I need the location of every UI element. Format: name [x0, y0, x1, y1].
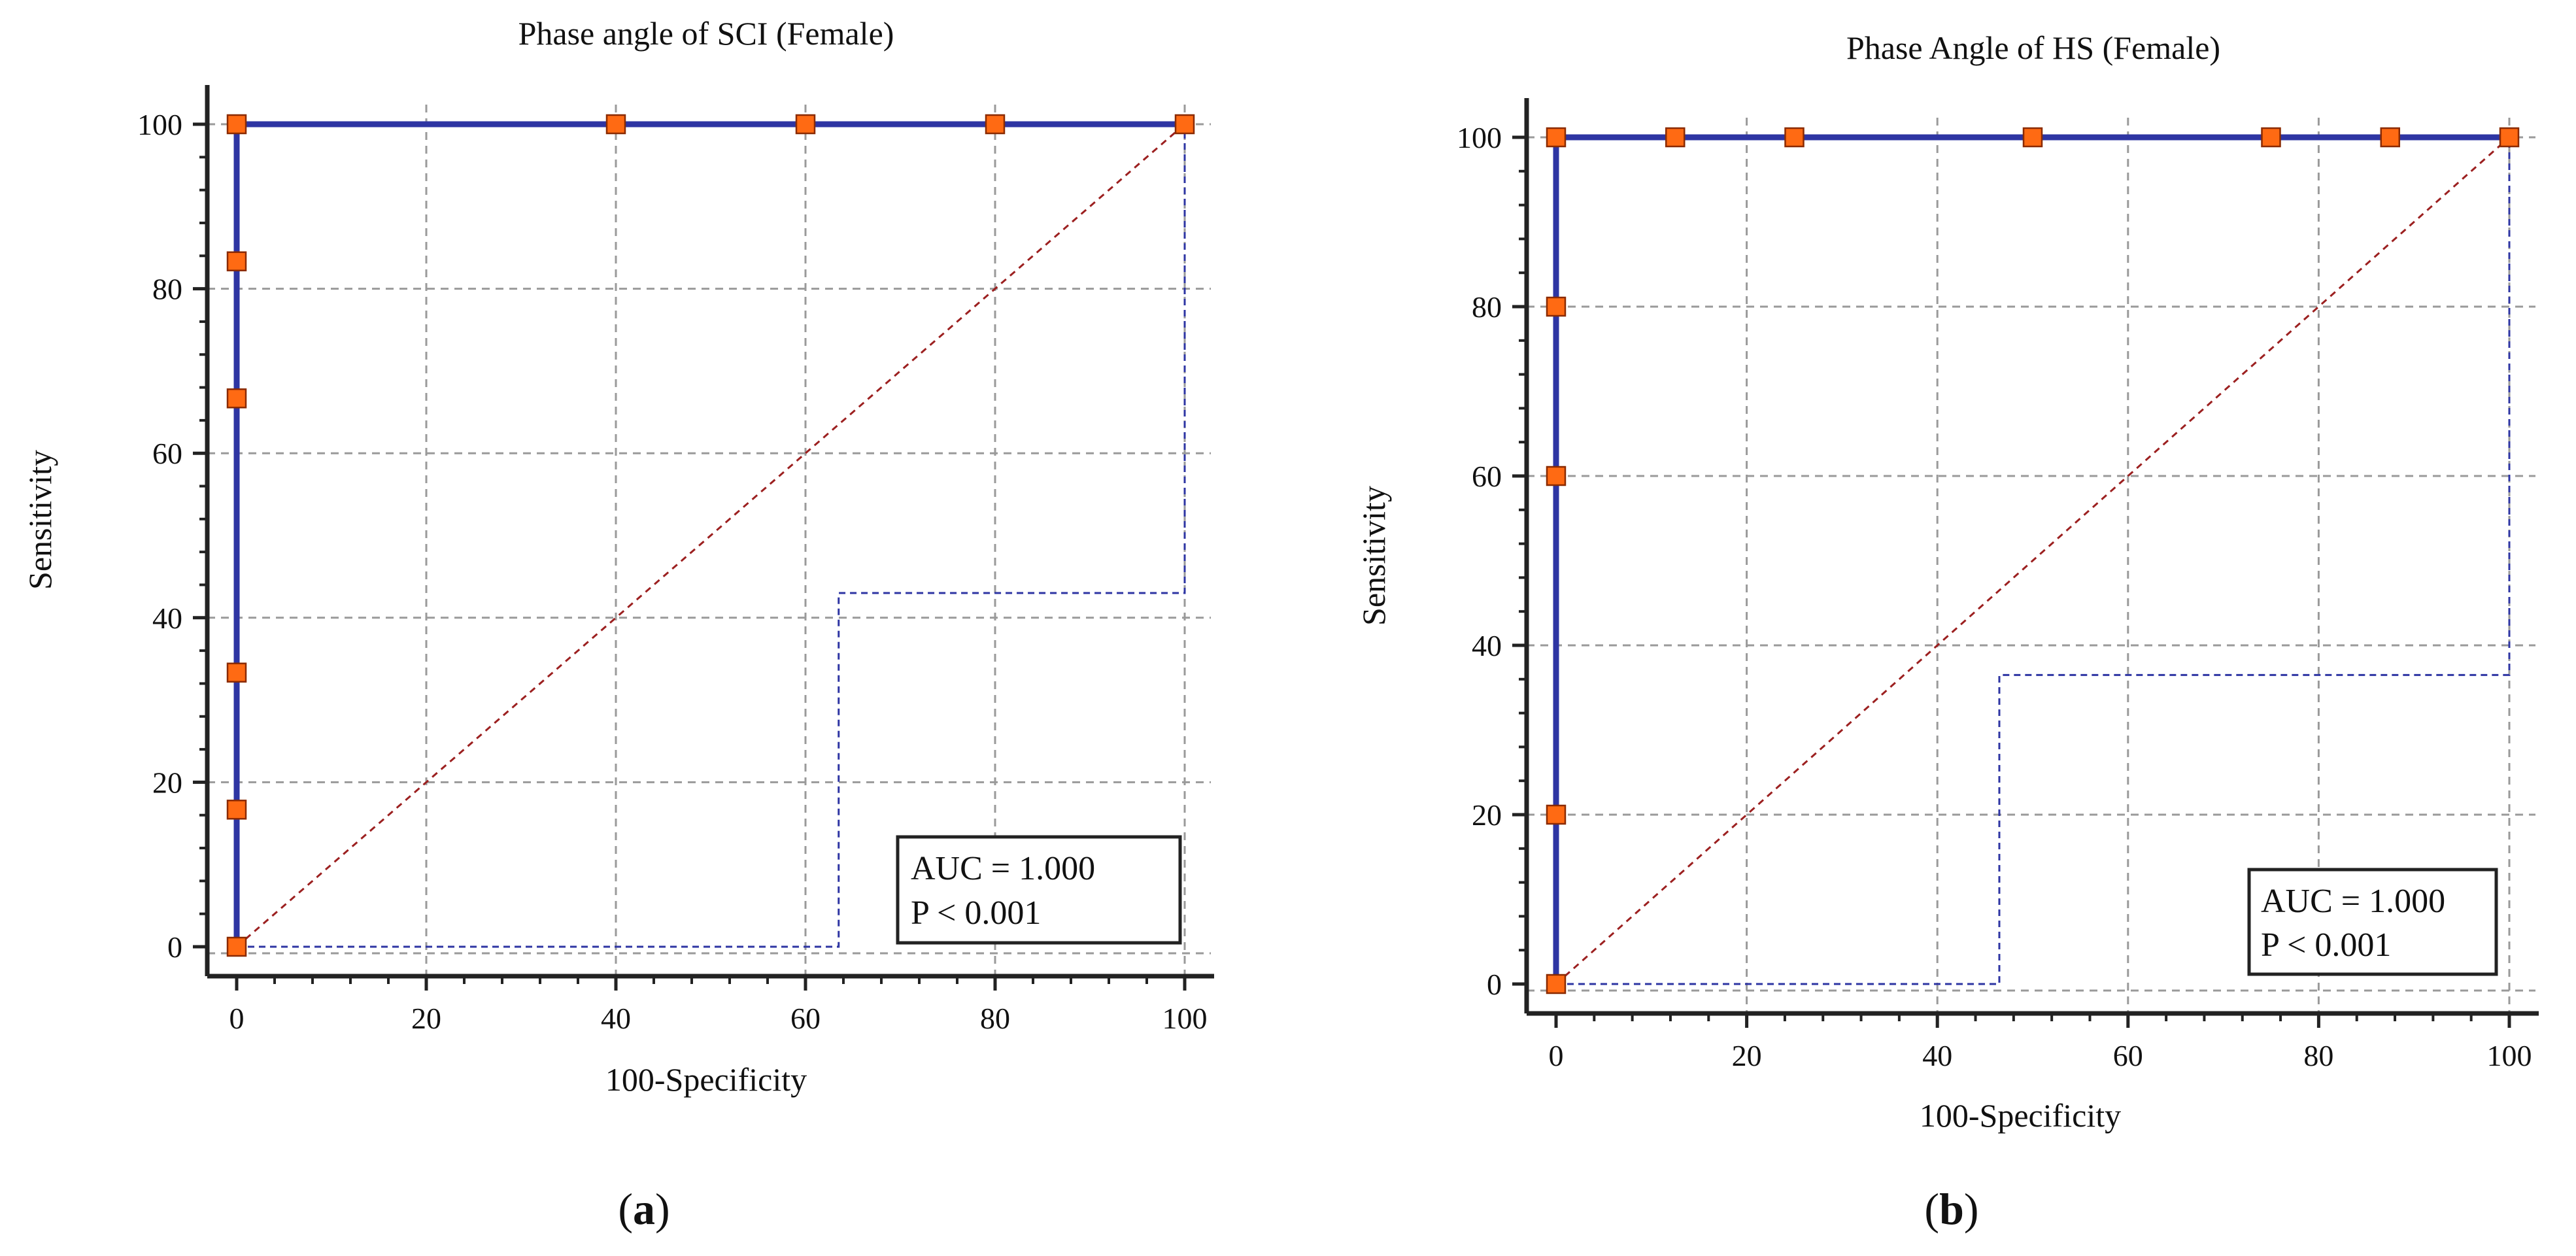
y-tick-label: 40 [152, 602, 182, 635]
roc-curve [233, 121, 1185, 947]
roc-point-marker [226, 251, 247, 271]
roc-point-marker [1546, 296, 1567, 317]
roc-point-marker [1784, 127, 1805, 148]
panel-caption-b: (b) [1924, 1184, 1978, 1234]
y-tick-label: 20 [152, 766, 182, 799]
roc-point-marker [226, 114, 247, 135]
roc-point-marker [1174, 114, 1195, 135]
y-tick-label: 20 [1472, 798, 1502, 832]
plot-area: 0 20 40 60 80 100 0 20 40 60 80 100 [137, 85, 1214, 1035]
roc-point-marker [1546, 127, 1567, 148]
roc-point-marker [2261, 127, 2281, 148]
x-tick-label: 60 [790, 1002, 821, 1035]
x-tick-label: 80 [2303, 1039, 2333, 1072]
y-tick-label: 100 [1457, 121, 1502, 154]
y-axis-label: Sensitivity [22, 450, 58, 590]
x-tick-label: 100 [1162, 1002, 1208, 1035]
chart-title: Phase Angle of HS (Female) [1846, 29, 2220, 66]
x-tick-label: 20 [1732, 1039, 1762, 1072]
y-axis-label: Sensitivity [1355, 486, 1392, 626]
y-tick-label: 0 [167, 930, 182, 964]
confidence-bound-line [237, 124, 1186, 948]
roc-point-marker [985, 114, 1006, 135]
x-tick-label: 100 [2487, 1039, 2532, 1072]
chart-title: Phase angle of SCI (Female) [518, 15, 894, 52]
roc-point-marker [1546, 466, 1567, 486]
roc-point-marker [1546, 804, 1567, 825]
x-axis-label: 100-Specificity [1920, 1097, 2121, 1134]
roc-point-marker [1665, 127, 1686, 148]
y-tick-label: 40 [1472, 629, 1502, 662]
plot-area: 0 20 40 60 80 100 0 20 40 60 80 100 [1457, 98, 2539, 1072]
x-tick-label: 0 [229, 1002, 245, 1035]
y-tick-label: 60 [152, 437, 182, 470]
confidence-bound-line [1556, 137, 2511, 985]
x-tick-label: 0 [1549, 1039, 1564, 1072]
auc-value: AUC = 1.000 [2261, 883, 2445, 920]
x-tick-label: 40 [601, 1002, 631, 1035]
roc-point-marker [226, 936, 247, 957]
p-value: P < 0.001 [2261, 926, 2391, 964]
panel-letter-a: a [633, 1184, 655, 1234]
roc-point-marker [226, 800, 247, 820]
panel-letter-b: b [1939, 1184, 1964, 1234]
roc-point-marker [795, 114, 816, 135]
reference-line [1555, 136, 2510, 985]
roc-point-marker [2380, 127, 2400, 148]
legend-box: AUC = 1.000 P < 0.001 [2247, 868, 2498, 976]
roc-point-marker [2022, 127, 2043, 148]
x-tick-label: 20 [411, 1002, 441, 1035]
legend-box: AUC = 1.000 P < 0.001 [896, 835, 1182, 945]
auc-value: AUC = 1.000 [911, 850, 1095, 887]
roc-point-marker [226, 388, 247, 409]
x-tick-label: 60 [2113, 1039, 2143, 1072]
reference-line [236, 123, 1185, 948]
p-value: P < 0.001 [911, 894, 1041, 932]
x-tick-label: 80 [980, 1002, 1010, 1035]
y-tick-label: 80 [1472, 290, 1502, 324]
y-tick-label: 100 [137, 108, 182, 141]
roc-point-marker [605, 114, 626, 135]
roc-chart-a: Phase angle of SCI (Female) 0 20 40 60 80 100… [22, 15, 1214, 1234]
y-tick-label: 80 [152, 273, 182, 306]
roc-point-marker [1546, 974, 1567, 994]
x-axis-label: 100-Specificity [605, 1061, 807, 1098]
roc-point-marker [226, 662, 247, 683]
roc-point-marker [2499, 127, 2520, 148]
y-tick-label: 0 [1487, 968, 1502, 1001]
x-tick-label: 40 [1922, 1039, 1952, 1072]
roc-chart-b: Phase Angle of HS (Female) 0 20 40 60 80 1000… [1355, 29, 2539, 1234]
y-tick-label: 60 [1472, 460, 1502, 493]
panel-caption-a: (a) [618, 1184, 669, 1234]
